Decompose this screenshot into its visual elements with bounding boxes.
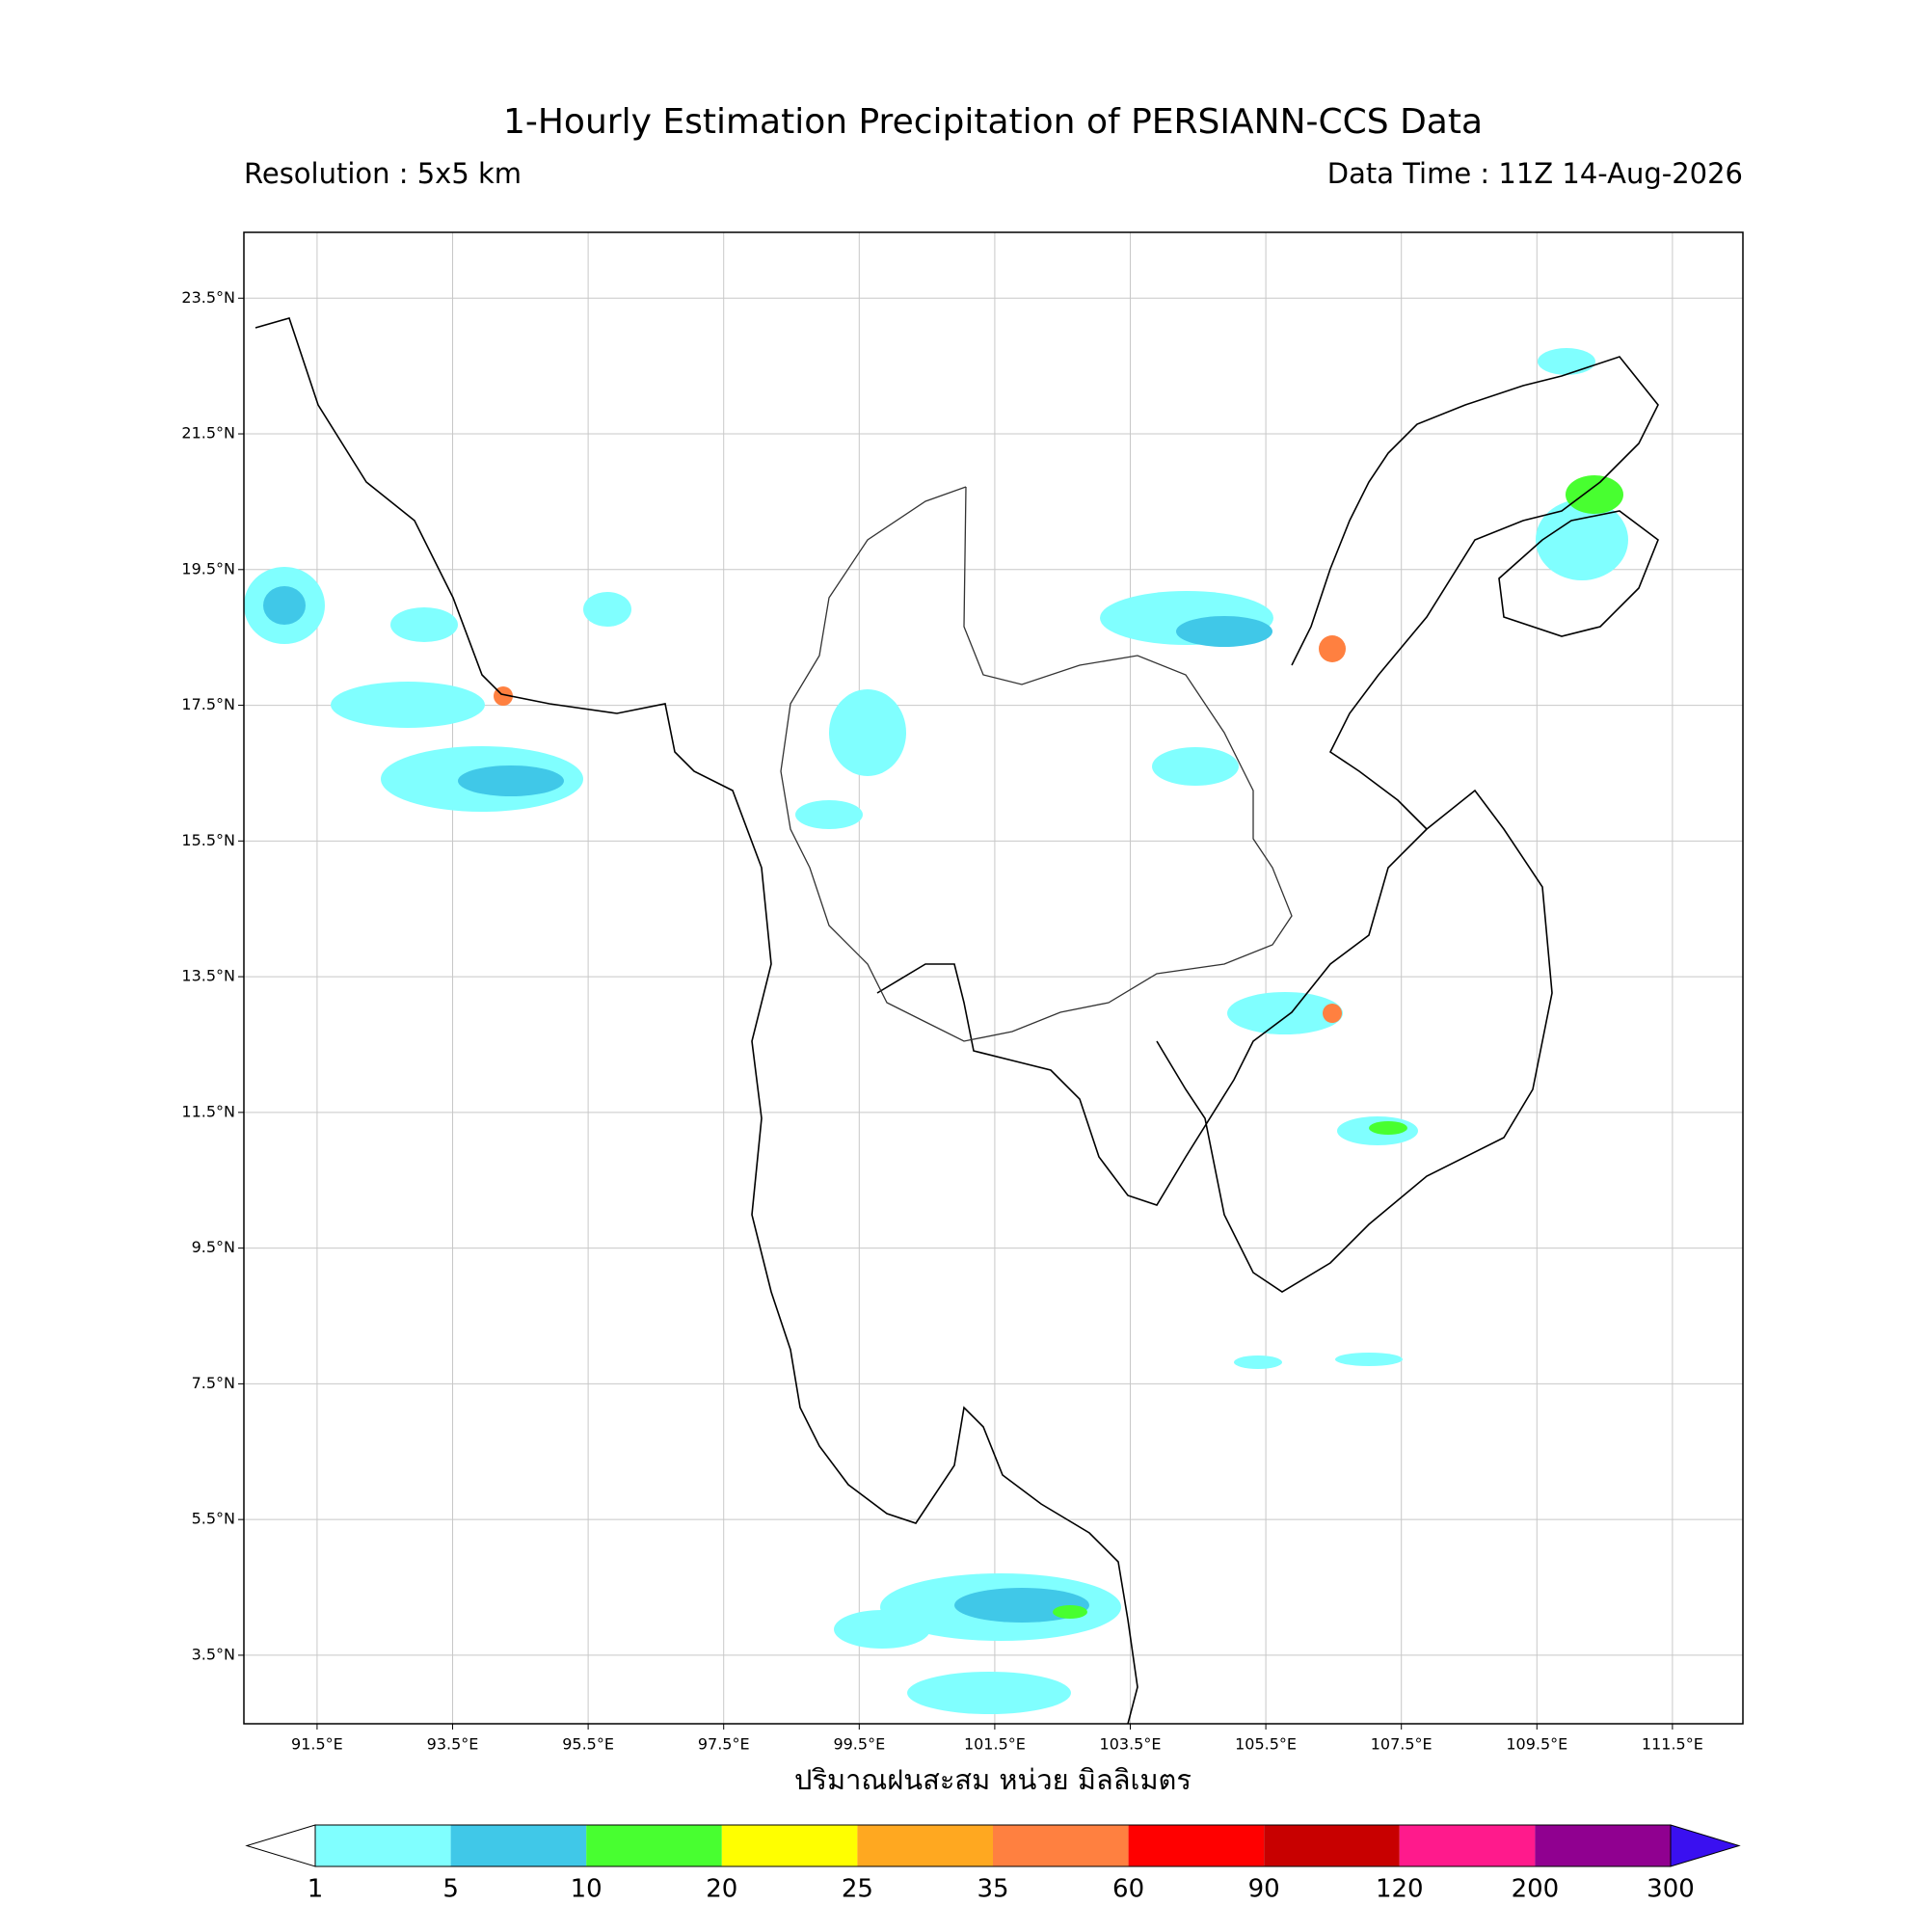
colorbar-segment — [1535, 1825, 1671, 1866]
rain-area — [263, 586, 306, 625]
x-tick-label: 111.5°E — [1642, 1735, 1703, 1754]
rain-area — [1369, 1121, 1407, 1135]
y-tick-label: 21.5°N — [181, 424, 235, 443]
coastline — [876, 789, 1553, 1293]
x-tick-label: 107.5°E — [1371, 1735, 1433, 1754]
map-frame — [243, 231, 1744, 1725]
colorbar-segment — [857, 1825, 993, 1866]
colorbar-segment — [993, 1825, 1129, 1866]
colorbar-segment — [450, 1825, 587, 1866]
rain-area — [1335, 1353, 1403, 1366]
y-tick-label: 13.5°N — [181, 967, 235, 985]
colorbar-tick-label: 120 — [1376, 1875, 1424, 1904]
rain-area — [795, 800, 863, 829]
grid — [244, 232, 1743, 1724]
colorbar-over — [1670, 1824, 1741, 1867]
y-tick-label: 23.5°N — [181, 288, 235, 307]
data-time: Data Time : 11Z 14-Aug-2026 — [1327, 157, 1743, 190]
rain-area — [390, 607, 458, 642]
colorbar-tick-label: 200 — [1512, 1875, 1560, 1904]
colorbar-tick-label: 300 — [1647, 1875, 1695, 1904]
coastline — [1498, 510, 1659, 637]
x-tick-label: 109.5°E — [1506, 1735, 1567, 1754]
colorbar-tick-label: 1 — [308, 1875, 324, 1904]
coastlines — [254, 317, 1659, 1725]
y-tick-label: 5.5°N — [192, 1510, 235, 1528]
colorbar-segment — [1128, 1825, 1265, 1866]
colorbar-segment — [1399, 1825, 1536, 1866]
rain-area — [331, 682, 485, 728]
colorbar-tick-label: 35 — [977, 1875, 1008, 1904]
colorbar-segment — [721, 1825, 858, 1866]
x-tick-label: 105.5°E — [1235, 1735, 1297, 1754]
rain-area — [1227, 992, 1343, 1034]
x-tick-label: 99.5°E — [833, 1735, 885, 1754]
rain-area — [1234, 1355, 1282, 1369]
rain-cell — [1323, 1004, 1342, 1023]
rain-area — [583, 592, 631, 627]
rain-area — [829, 689, 906, 776]
resolution: Resolution : 5x5 km — [244, 157, 522, 190]
colorbar-label: ปริมาณฝนสะสม หน่วย มิลลิเมตร — [794, 1763, 1192, 1796]
rain-area — [1152, 747, 1239, 786]
colorbar-tick-label: 60 — [1112, 1875, 1144, 1904]
colorbar-tick-label: 90 — [1248, 1875, 1280, 1904]
x-tick-label: 97.5°E — [698, 1735, 750, 1754]
x-tick-label: 103.5°E — [1100, 1735, 1162, 1754]
precipitation-layer — [244, 348, 1628, 1714]
y-tick-label: 15.5°N — [181, 831, 235, 849]
y-tick-label: 3.5°N — [192, 1645, 235, 1663]
x-tick-label: 95.5°E — [562, 1735, 614, 1754]
colorbar-tick-label: 10 — [571, 1875, 602, 1904]
colorbar-tick-label: 25 — [842, 1875, 873, 1904]
colorbar-segment — [1264, 1825, 1400, 1866]
x-tick-label: 93.5°E — [427, 1735, 479, 1754]
colorbar: 1 5 10 20 25 35 60 90 120 200 300 — [245, 1824, 1741, 1904]
colorbar-segment — [315, 1825, 451, 1866]
rain-area — [458, 765, 564, 796]
colorbar-under — [245, 1824, 316, 1867]
x-tick-label: 91.5°E — [291, 1735, 343, 1754]
y-tick-label: 19.5°N — [181, 559, 235, 577]
rain-area — [1566, 475, 1623, 514]
thailand-border — [780, 486, 1293, 1042]
title: 1-Hourly Estimation Precipitation of PER… — [503, 102, 1483, 142]
rain-area — [1538, 348, 1595, 375]
rain-area — [834, 1610, 930, 1649]
y-tick-label: 17.5°N — [181, 695, 235, 713]
x-tick-label: 101.5°E — [964, 1735, 1026, 1754]
colorbar-frame — [314, 1824, 1672, 1867]
coastline — [254, 317, 1138, 1725]
rain-cell — [1319, 635, 1346, 662]
coastline — [1291, 356, 1659, 830]
rain-area — [1536, 499, 1628, 580]
y-tick-label: 11.5°N — [181, 1102, 235, 1120]
colorbar-tick-label: 20 — [706, 1875, 737, 1904]
colorbar-tick-label: 5 — [442, 1875, 459, 1904]
rain-area — [1053, 1605, 1087, 1619]
rain-area — [1176, 616, 1272, 647]
y-tick-label: 7.5°N — [192, 1374, 235, 1392]
colorbar-segment — [586, 1825, 722, 1866]
y-tick-label: 9.5°N — [192, 1238, 235, 1256]
rain-area — [907, 1672, 1071, 1714]
